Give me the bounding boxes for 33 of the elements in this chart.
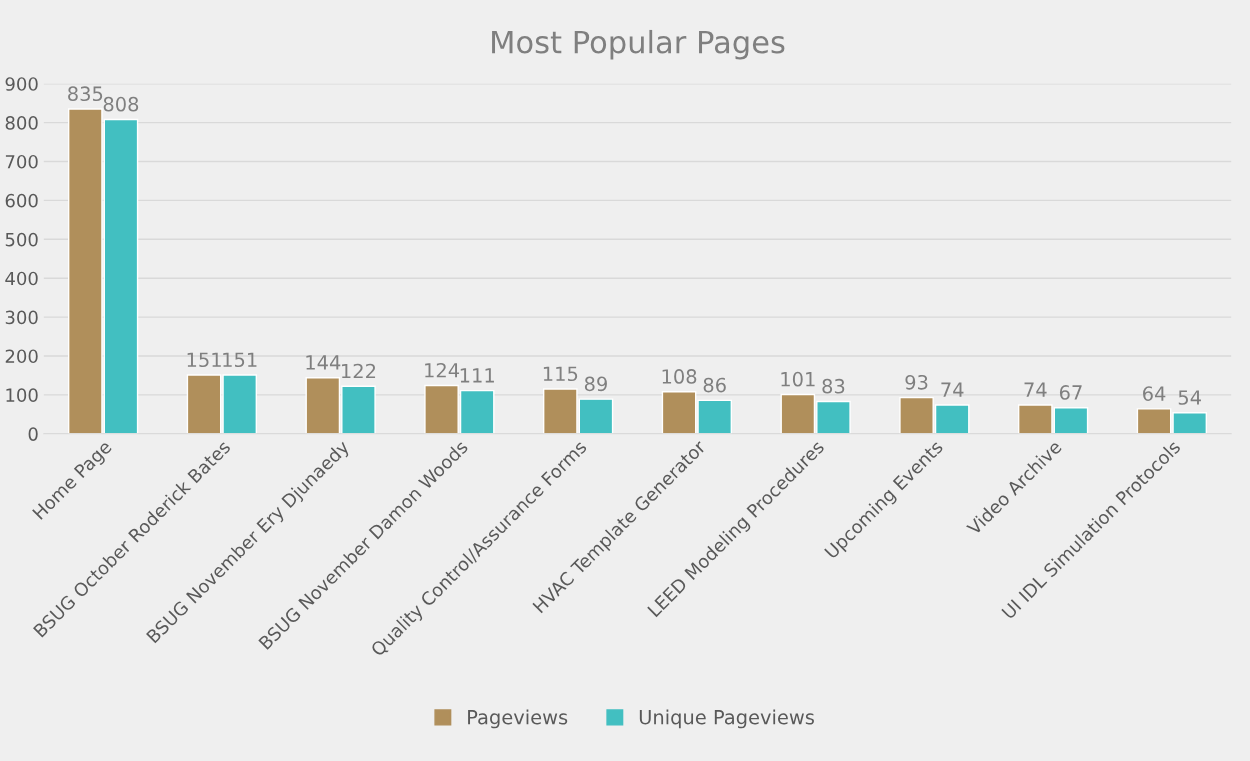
data-label: 151 [187, 352, 221, 368]
data-label: 89 [584, 376, 607, 392]
data-label: 93 [905, 374, 928, 390]
data-label: 86 [703, 377, 726, 393]
data-label: 122 [342, 363, 376, 379]
data-label: 74 [1024, 382, 1047, 397]
data-label: 835 [68, 86, 103, 102]
y-tick-label: 600 [5, 193, 38, 208]
y-tick-label: 100 [6, 388, 38, 402]
y-tick-label: 700 [5, 154, 38, 169]
data-label: 144 [306, 355, 341, 370]
chart-title: Most Popular Pages [492, 29, 785, 60]
data-label: 808 [103, 96, 139, 112]
data-label: 108 [662, 369, 697, 384]
y-tick-label: 400 [5, 271, 38, 286]
legend-label: Unique Pageviews [639, 709, 814, 729]
data-label: 74 [941, 382, 964, 397]
data-label: 101 [781, 371, 815, 387]
data-label: 64 [1143, 386, 1166, 401]
y-tick-label: 800 [5, 116, 38, 130]
y-tick-label: 900 [5, 77, 38, 91]
data-label: 151 [223, 352, 257, 368]
data-label: 124 [425, 362, 460, 378]
data-label: 115 [543, 366, 578, 382]
data-label: 111 [460, 368, 494, 383]
y-tick-label: 300 [5, 310, 38, 325]
data-label: 67 [1059, 385, 1082, 400]
data-label: 54 [1178, 390, 1201, 405]
legend-label: Pageviews [468, 709, 568, 729]
y-tick-label: 0 [28, 427, 38, 441]
y-tick-label: 200 [5, 349, 38, 364]
data-label: 83 [822, 378, 845, 394]
y-tick-label: 500 [5, 232, 38, 247]
